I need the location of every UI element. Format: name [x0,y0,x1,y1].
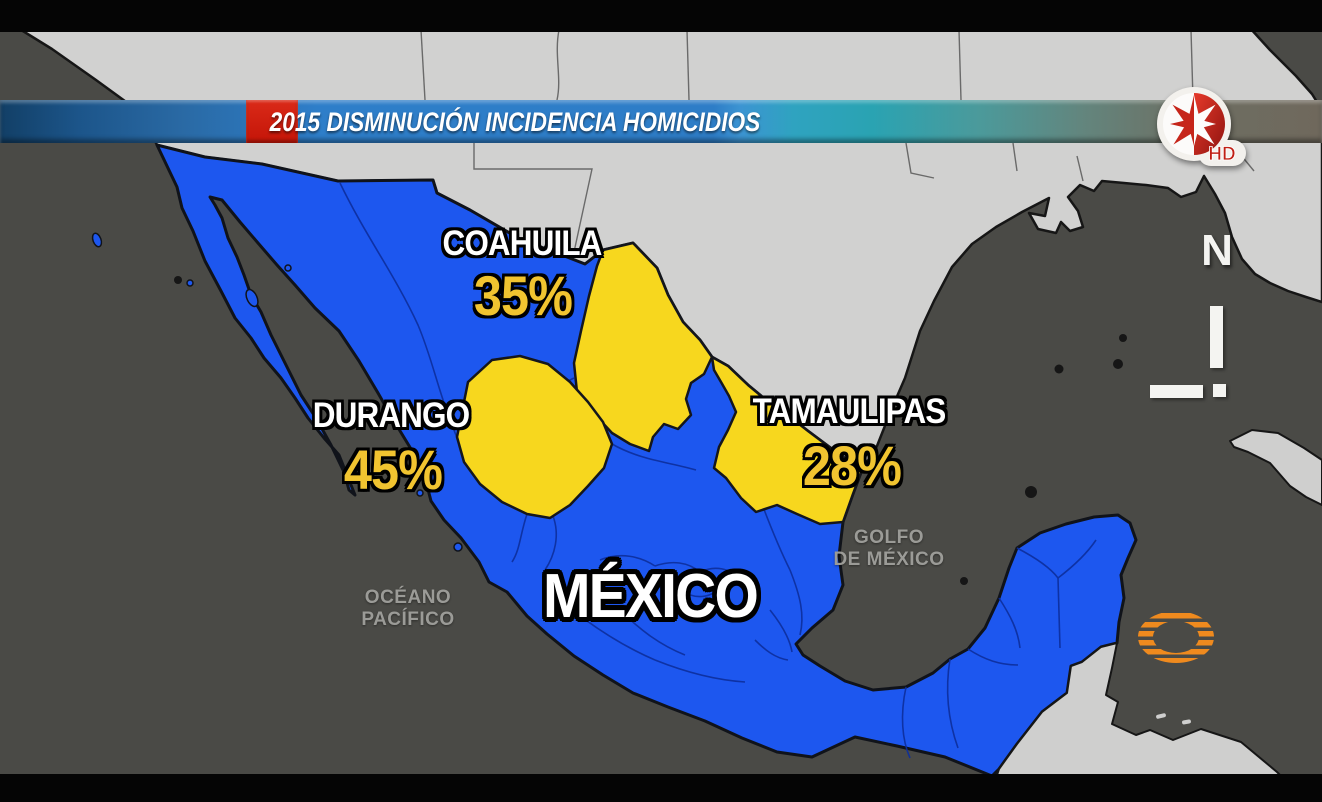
state-label-tamaulipas: TAMAULIPAS [752,392,947,431]
gulf-islands [174,276,1127,585]
hd-badge-label: HD [1208,144,1235,165]
star-arms-right [1194,95,1216,146]
gulf-label-line1: GOLFO [853,527,925,548]
state-value-durango: 45% [343,438,443,501]
banner-red-accent [246,100,298,143]
gulf-label-line2: DE MÉXICO [833,549,945,570]
state-shape-coahuila [572,241,714,453]
televisa-eye-logo [1138,611,1214,663]
televisa-star-logo: HD [1157,87,1246,166]
star-arms-left [1170,95,1194,146]
letterbox-top-bar [0,0,1322,32]
guatemala-belize-landmass [995,642,1284,779]
ocean-label: OCÉANO PACÍFICO [361,587,454,631]
mexico-state-borders [339,182,1097,759]
cuba-landmass [1229,429,1322,506]
compass-vertical-bar-icon [1210,306,1223,368]
state-value-coahuila: 35% [473,264,573,327]
ocean-label-line1: OCÉANO [364,587,452,608]
compass-center-dot-icon [1213,384,1226,397]
state-label-coahuila: COAHUILA [442,224,602,263]
caribbean-islands [1156,713,1191,725]
pacific-islands [91,232,463,552]
country-label: MÉXICO [543,562,759,631]
ocean-label-line2: PACÍFICO [361,609,455,630]
state-label-durango: DURANGO [312,396,470,435]
state-value-tamaulipas: 28% [802,434,902,497]
state-shape-durango [455,354,614,520]
compass-north-label: N [1201,226,1233,275]
lower-third-banner: 2015 DISMINUCIÓN INCIDENCIA HOMICIDIOS [0,100,1322,143]
banner-headline: 2015 DISMINUCIÓN INCIDENCIA HOMICIDIOS [269,107,761,137]
compass-horizontal-bar-icon [1150,385,1203,398]
gulf-label: GOLFO DE MÉXICO [833,527,944,571]
state-shape-tamaulipas [710,355,864,526]
letterbox-bottom-bar [0,774,1322,802]
